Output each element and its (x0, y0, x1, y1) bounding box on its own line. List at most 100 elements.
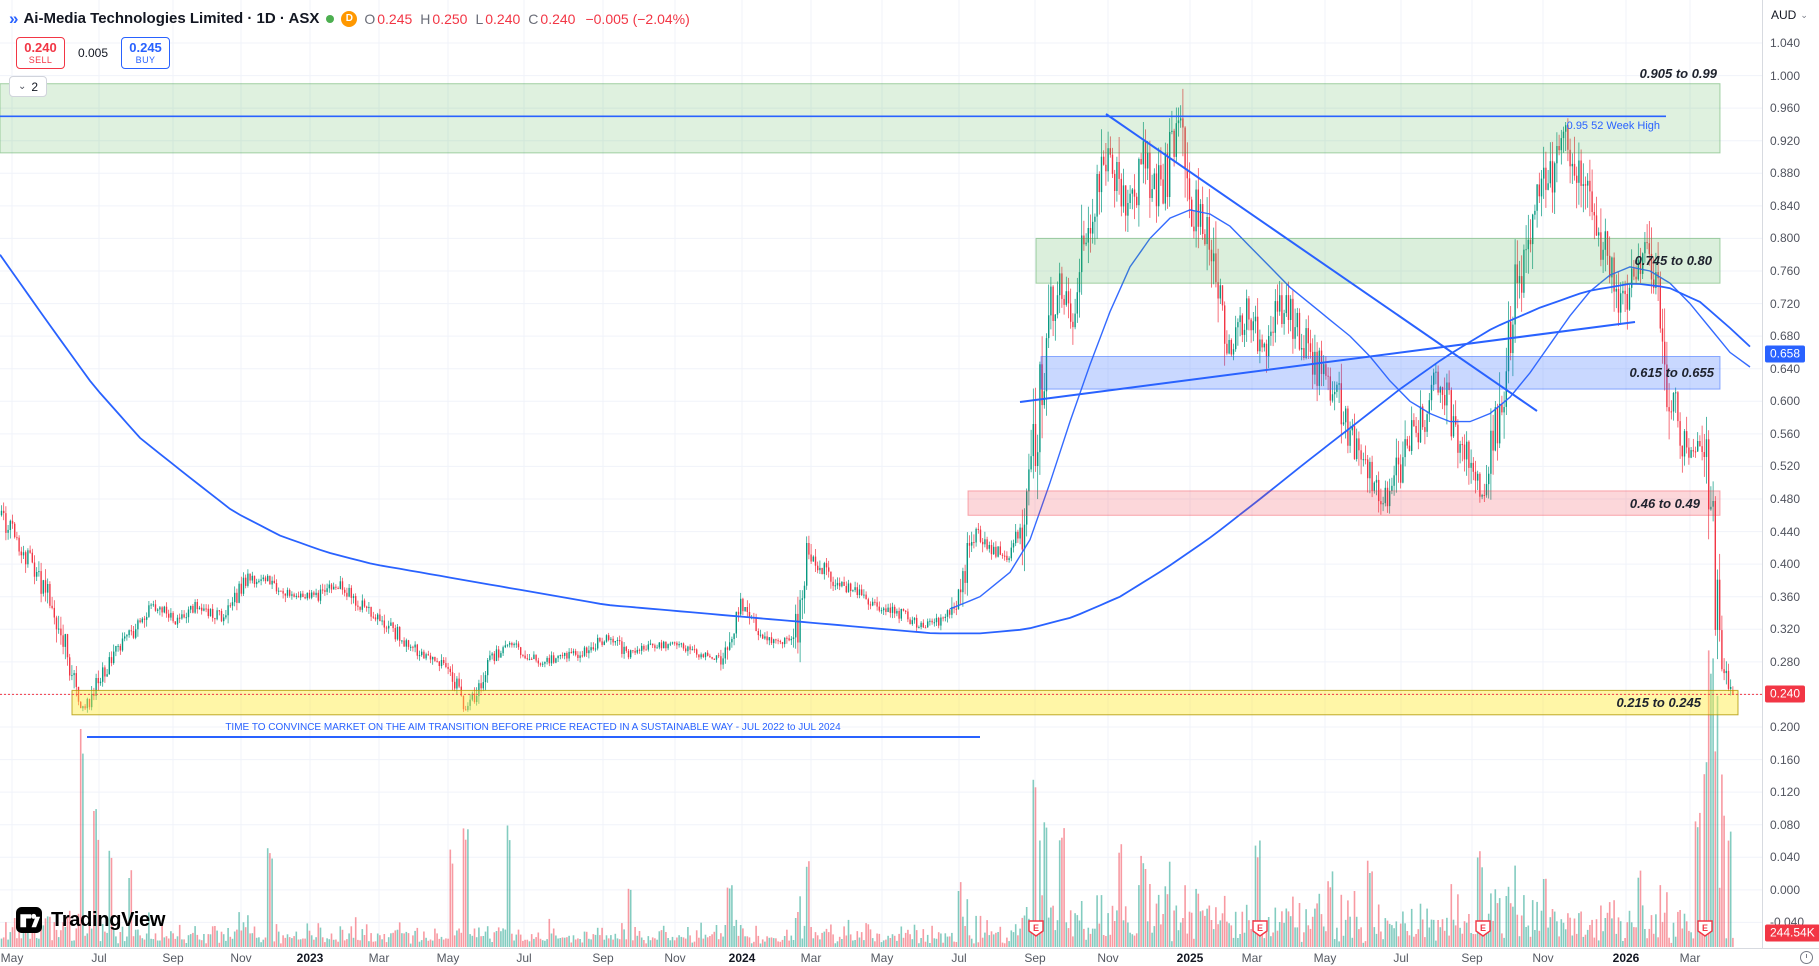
time-axis-label: 2025 (1176, 951, 1204, 965)
open-label: O (364, 10, 376, 27)
time-axis-label: 2024 (728, 951, 756, 965)
volume-badge: 244.54K (1765, 924, 1819, 942)
zone-label: 0.615 to 0.655 (1629, 365, 1714, 380)
price-tick: 0.120 (1770, 785, 1801, 800)
clock-icon[interactable] (1800, 951, 1813, 964)
time-axis-label: Nov (1532, 951, 1554, 965)
price-tick: 0.400 (1770, 557, 1801, 572)
time-axis-label: May (0, 951, 24, 965)
sell-price: 0.240 (24, 40, 57, 55)
axis-corner (1762, 948, 1819, 966)
open-value: 0.245 (377, 10, 413, 27)
price-tick: 0.640 (1770, 361, 1801, 376)
week-high-label: 0.95 52 Week High (1567, 120, 1660, 132)
zone-label: 0.46 to 0.49 (1630, 496, 1701, 511)
time-axis-label: Sep (1461, 951, 1483, 965)
price-tick: 0.960 (1770, 101, 1801, 116)
price-tick: 0.040 (1770, 850, 1801, 865)
chart-legend: » Ai-Media Technologies Limited · 1D · A… (9, 8, 690, 28)
watermark-text: TradingView (51, 908, 166, 931)
price-zone[interactable]: 0.905 to 0.99 (0, 66, 1721, 154)
sell-button[interactable]: 0.240 SELL (16, 37, 65, 69)
ma-fast-line[interactable] (949, 209, 1751, 610)
trade-panel: 0.240 SELL 0.005 0.245 BUY (16, 37, 171, 69)
price-tick: 0.440 (1770, 524, 1801, 539)
time-axis-label: Mar (1241, 951, 1263, 965)
sell-label: SELL (28, 55, 53, 65)
price-tick: 0.520 (1770, 459, 1801, 474)
time-axis-label: Jul (951, 951, 967, 965)
ohlc-values: O 0.245 H 0.250 L 0.240 C 0.240 −0.005 (−2.0… (364, 11, 689, 27)
price-tick: 0.280 (1770, 654, 1801, 669)
time-axis[interactable]: May Jul Sep Nov 2023 Mar May Jul Sep Nov 2024 Mar Ma… (0, 948, 1762, 966)
zone-label: 0.745 to 0.80 (1635, 253, 1713, 268)
last-price-badge: 0.240 (1765, 685, 1806, 703)
time-axis-label: Sep (162, 951, 184, 965)
buy-label: BUY (135, 55, 156, 65)
price-tick: 0.880 (1770, 166, 1801, 181)
close-value: 0.240 (540, 10, 576, 27)
price-tick: 0.920 (1770, 133, 1801, 148)
ma-price-badge: 0.658 (1765, 345, 1806, 363)
object-tree-toggle[interactable]: ⌄ 2 (9, 76, 48, 97)
earnings-marker[interactable]: E (1697, 920, 1713, 937)
time-axis-label: Jul (516, 951, 532, 965)
time-axis-label: Mar (368, 951, 390, 965)
price-zone[interactable]: 0.745 to 0.80 (1035, 237, 1721, 284)
time-axis-label: Mar (1679, 951, 1701, 965)
price-tick: 0.080 (1770, 817, 1801, 832)
price-tick: 0.760 (1770, 264, 1801, 278)
buy-button[interactable]: 0.245 BUY (121, 37, 171, 69)
symbol-title[interactable]: Ai-Media Technologies Limited · 1D · ASX (23, 10, 320, 27)
zone-label: 0.905 to 0.99 (1640, 66, 1718, 81)
time-axis-label: Sep (1024, 951, 1046, 965)
time-axis-label: Nov (664, 951, 686, 965)
earnings-marker[interactable]: E (1028, 920, 1044, 937)
low-label: L (475, 10, 484, 27)
svg-text:E: E (1480, 923, 1486, 933)
spread-value: 0.005 (78, 46, 109, 60)
time-axis-label: Mar (800, 951, 822, 965)
time-axis-label: May (870, 951, 894, 965)
currency-label: AUD (1771, 8, 1797, 22)
price-zone[interactable]: 0.46 to 0.49 (967, 490, 1721, 516)
price-tick: 0.560 (1770, 426, 1801, 441)
volume-layer (0, 650, 1734, 947)
annotation-text: TIME TO CONVINCE MARKET ON THE AIM TRANS… (225, 722, 841, 733)
time-axis-label: Jul (1393, 951, 1409, 965)
price-tick: 0.680 (1770, 329, 1801, 344)
price-tick: 0.320 (1770, 622, 1801, 637)
time-axis-label: Nov (1097, 951, 1119, 965)
zones-layer: 0.905 to 0.99 0.745 to 0.80 0.615 to 0.655… (0, 66, 1739, 716)
svg-text:E: E (1702, 923, 1708, 933)
legend-expand-icon[interactable]: » (9, 8, 19, 28)
tradingview-logo-icon (16, 907, 42, 933)
price-chart-canvas[interactable]: 0.905 to 0.99 0.745 to 0.80 0.615 to 0.655… (0, 0, 1762, 948)
high-value: 0.250 (432, 10, 468, 27)
currency-selector[interactable]: AUD ⌄ (1771, 8, 1808, 22)
svg-text:E: E (1033, 923, 1039, 933)
time-axis-label: 2023 (296, 951, 324, 965)
price-axis[interactable]: AUD ⌄ 1.040 1.000 0.960 0.920 0.880 0.840 0.80… (1762, 0, 1819, 948)
market-status-icon (326, 14, 335, 23)
ma-slow-line[interactable] (0, 254, 1751, 635)
earnings-marker[interactable]: E (1475, 920, 1491, 937)
tradingview-watermark[interactable]: TradingView (16, 907, 165, 933)
chevron-down-icon: ⌄ (1800, 9, 1808, 20)
price-tick: 0.480 (1770, 492, 1801, 506)
price-tick: 0.840 (1770, 198, 1801, 213)
price-tick: 1.000 (1770, 68, 1801, 83)
price-tick: 0.000 (1770, 882, 1801, 897)
time-axis-label: May (1313, 951, 1337, 965)
earnings-marker[interactable]: E (1252, 920, 1268, 937)
trend-line[interactable] (1105, 113, 1538, 412)
change-value: −0.005 (−2.04%) (585, 10, 690, 27)
price-zone[interactable]: 0.615 to 0.655 (1040, 356, 1721, 390)
time-axis-label: May (436, 951, 460, 965)
delayed-data-icon[interactable]: D (341, 10, 358, 27)
price-tick: 0.600 (1770, 394, 1801, 409)
price-tick: 0.720 (1770, 296, 1801, 311)
trend-line[interactable] (1019, 321, 1636, 403)
high-label: H (420, 10, 431, 27)
